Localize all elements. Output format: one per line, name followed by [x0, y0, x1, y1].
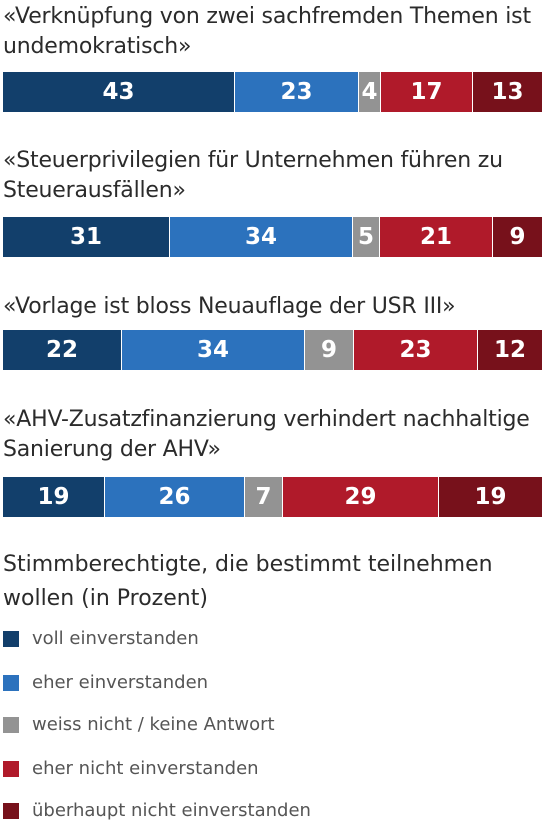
data-label: 4 [361, 79, 378, 105]
data-label: 9 [320, 337, 337, 363]
legend-item: voll einverstanden [3, 628, 199, 649]
data-label: 23 [399, 337, 432, 363]
bar-segment: 26 [105, 477, 245, 517]
legend-label: eher nicht einverstanden [32, 758, 259, 779]
data-label: 13 [491, 79, 524, 105]
data-label: 17 [410, 79, 443, 105]
bar-segment: 17 [381, 72, 473, 112]
bar-segment: 23 [354, 330, 478, 370]
bar-segment: 43 [3, 72, 235, 112]
legend-item: eher nicht einverstanden [3, 758, 259, 779]
statement-bar: 19 26 7 29 19 [3, 477, 542, 517]
statement-title: «Steuerprivilegien für Unternehmen führe… [3, 148, 503, 203]
data-label: 5 [357, 224, 374, 250]
data-label: 31 [69, 224, 102, 250]
legend-label: weiss nicht / keine Antwort [32, 714, 275, 735]
statement-title: «AHV-Zusatzfinanzierung verhindert nachh… [3, 407, 530, 462]
data-label: 7 [255, 484, 272, 510]
statement-bar: 31 34 5 21 9 [3, 217, 542, 257]
bar-segment: 9 [493, 217, 542, 257]
legend-item: eher einverstanden [3, 672, 208, 693]
bar-segment: 5 [353, 217, 380, 257]
bar-segment: 9 [305, 330, 354, 370]
bar-segment: 29 [283, 477, 439, 517]
data-label: 19 [37, 484, 70, 510]
bar-segment: 22 [3, 330, 122, 370]
bar-segment: 7 [245, 477, 283, 517]
bar-segment: 13 [473, 72, 542, 112]
legend-swatch [3, 716, 19, 733]
bar-segment: 19 [3, 477, 105, 517]
legend-label: überhaupt nicht einverstanden [32, 800, 311, 821]
legend-label: voll einverstanden [32, 628, 199, 649]
legend-label: eher einverstanden [32, 672, 209, 693]
legend-swatch [3, 802, 19, 819]
data-label: 34 [244, 224, 277, 250]
bar-segment: 34 [170, 217, 353, 257]
statement-bar: 22 34 9 23 12 [3, 330, 542, 370]
legend-swatch [3, 674, 19, 691]
bar-segment: 23 [235, 72, 359, 112]
data-label: 22 [45, 337, 78, 363]
bar-segment: 12 [478, 330, 542, 370]
data-label: 26 [158, 484, 191, 510]
legend-swatch [3, 630, 19, 647]
bar-segment: 4 [359, 72, 381, 112]
legend-item: überhaupt nicht einverstanden [3, 800, 311, 821]
legend-title: Stimmberechtigte, die bestimmt teilnehme… [3, 552, 493, 611]
legend-item: weiss nicht / keine Antwort [3, 714, 275, 735]
data-label: 29 [344, 484, 377, 510]
bar-segment: 19 [439, 477, 542, 517]
data-label: 23 [280, 79, 313, 105]
bar-segment: 31 [3, 217, 170, 257]
data-label: 43 [102, 79, 135, 105]
data-label: 34 [196, 337, 229, 363]
data-label: 21 [419, 224, 452, 250]
bar-segment: 21 [380, 217, 493, 257]
statement-title: «Verknüpfung von zwei sachfremden Themen… [3, 4, 531, 59]
data-label: 9 [509, 224, 526, 250]
statement-bar: 43 23 4 17 13 [3, 72, 542, 112]
data-label: 12 [493, 337, 526, 363]
legend-swatch [3, 760, 19, 777]
bar-segment: 34 [122, 330, 305, 370]
statement-title: «Vorlage ist bloss Neuauflage der USR II… [3, 294, 456, 319]
data-label: 19 [474, 484, 507, 510]
